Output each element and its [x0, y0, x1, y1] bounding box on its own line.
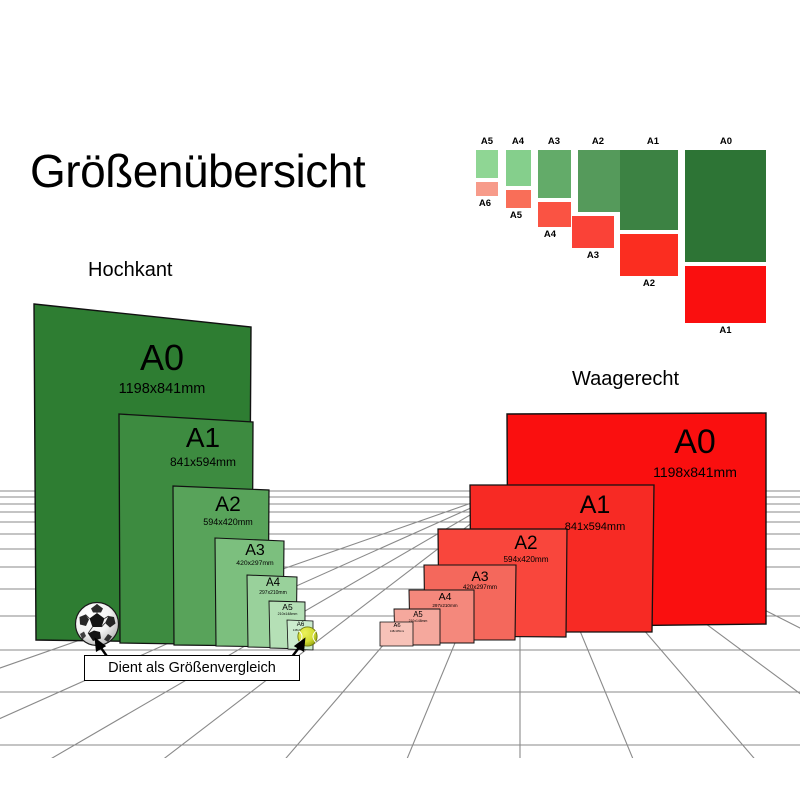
legend-green-label-0: A5	[480, 136, 494, 147]
sheet-dimension: 148x105mm	[389, 629, 405, 633]
legend-green-label-2: A3	[547, 136, 561, 147]
sheet-code: A4	[265, 577, 281, 589]
legend-green-label-5: A0	[719, 136, 733, 147]
sheet-dimension: 210x148mm	[277, 611, 298, 616]
sheet-code: A5	[413, 610, 423, 619]
legend-red-label-4: A2	[642, 278, 656, 289]
sheet-dimension: 297x210mm	[432, 603, 458, 608]
landscape-sheet-a0-labels: A0 1198x841mm	[630, 425, 760, 483]
legend-green-label-4: A1	[646, 136, 660, 147]
sheet-code: A3	[245, 542, 265, 559]
landscape-sheet-a5-labels: A5 210x148mm	[399, 611, 437, 629]
portrait-sheet-a1-labels: A1 841x594mm	[148, 424, 258, 476]
landscape-sheet-a3-labels: A3 420x297mm	[448, 569, 512, 599]
legend-red-swatch-4	[620, 234, 678, 276]
legend-green-swatch-4	[620, 150, 678, 230]
landscape-sheet-a2-labels: A2 594x420mm	[486, 534, 566, 572]
legend-green-swatch-2	[538, 150, 571, 198]
sheet-dimension: 1198x841mm	[653, 464, 737, 480]
sheet-dimension: 841x594mm	[564, 521, 626, 533]
legend-green-swatch-3	[578, 150, 620, 212]
legend-red-label-3: A3	[586, 250, 600, 261]
sheet-code: A1	[579, 491, 611, 519]
legend-green-swatch-0	[476, 150, 498, 178]
sheet-dimension: 210x148mm	[408, 619, 428, 623]
legend-red-label-2: A4	[543, 229, 557, 240]
legend-red-swatch-5	[685, 266, 766, 323]
callout-box: Dient als Größenvergleich	[84, 655, 300, 681]
portrait-sheet-a3-labels: A3 420x297mm	[222, 543, 288, 575]
sheet-code: A6	[393, 623, 401, 629]
sheet-code: A6	[296, 621, 305, 628]
sheet-dimension: 297x210mm	[259, 590, 287, 596]
sheet-code: A0	[139, 337, 185, 378]
legend-red-swatch-1	[506, 190, 531, 208]
landscape-section-label: Waagerecht	[572, 368, 680, 390]
landscape-sheet-a6-labels: A6 148x105mm	[382, 623, 412, 638]
legend-green-swatch-1	[506, 150, 531, 186]
sheet-code: A4	[438, 591, 452, 603]
portrait-sheet-a0-labels: A0 1198x841mm	[92, 340, 232, 400]
tennis-ball	[297, 626, 318, 647]
legend-red-label-5: A1	[719, 325, 732, 336]
legend-green-label-3: A2	[591, 136, 605, 147]
sheet-code: A0	[674, 423, 716, 461]
portrait-sheet-a4-labels: A4 297x210mm	[248, 577, 298, 602]
legend-red-label-1: A5	[509, 210, 523, 221]
sheet-dimension: 420x297mm	[236, 560, 274, 567]
legend-green-label-1: A4	[511, 136, 525, 147]
landscape-sheet-a1-labels: A1 841x594mm	[545, 493, 645, 541]
sheet-dimension: 420x297mm	[462, 584, 498, 591]
portrait-section-label: Hochkant	[88, 259, 173, 281]
page-title: Größenübersicht	[30, 145, 366, 197]
soccer-ball	[74, 601, 120, 647]
portrait-sheet-a2-labels: A2 594x420mm	[184, 494, 272, 534]
legend-red-swatch-3	[572, 216, 614, 248]
callout-text: Dient als Größenvergleich	[108, 660, 276, 676]
legend-green-swatch-5	[685, 150, 766, 262]
sheet-dimension: 841x594mm	[169, 455, 237, 469]
sheet-code: A2	[215, 493, 241, 516]
sheet-code: A5	[282, 602, 293, 612]
sheet-dimension: 1198x841mm	[118, 381, 206, 397]
sheet-code: A1	[185, 422, 221, 453]
sheet-dimension: 594x420mm	[503, 555, 549, 564]
sheet-code: A3	[471, 568, 489, 584]
legend-red-label-0: A6	[478, 198, 492, 209]
sheet-dimension: 594x420mm	[203, 517, 253, 527]
sheet-code: A2	[514, 533, 538, 554]
legend: A5 A6 A4 A5 A3 A4 A2 A3 A1 A2 A0 A1	[468, 136, 788, 368]
legend-red-swatch-0	[476, 182, 498, 196]
portrait-sheet-a5-labels: A5 210x148mm	[269, 603, 306, 621]
legend-red-swatch-2	[538, 202, 571, 227]
landscape-sheet-a4-labels: A4 297x210mm	[420, 592, 470, 616]
